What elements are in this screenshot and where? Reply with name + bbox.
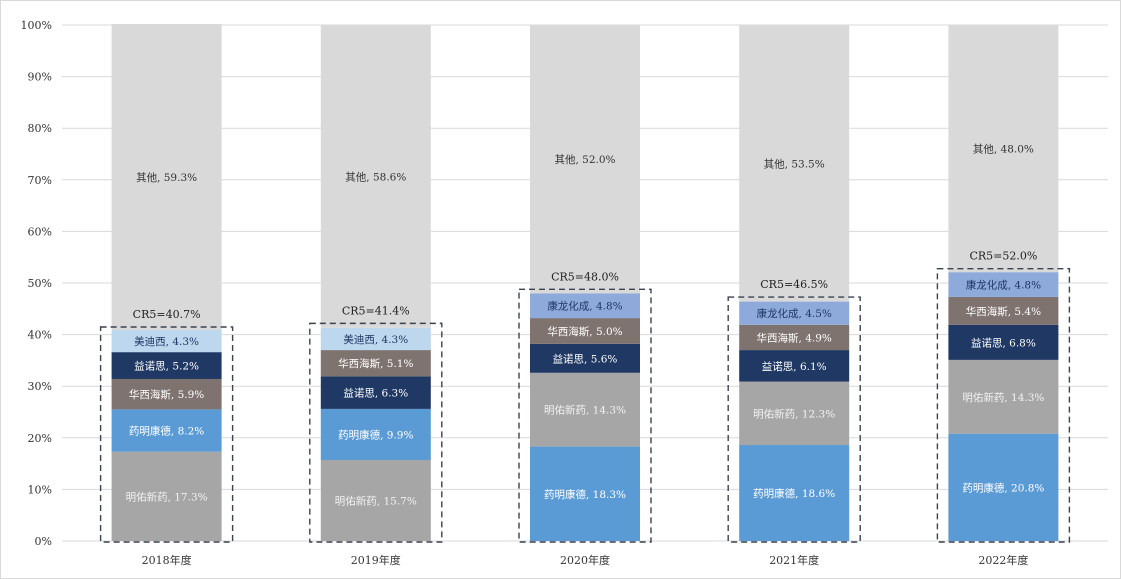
bar-stack: 药明康德, 18.6% 明佑新药, 12.3% 益诺思, 6.1% 华西海斯, 4.9… — [727, 25, 861, 543]
segment-data-label: 华西海斯, 5.0% — [547, 325, 622, 338]
segment-data-label: 药明康德, 20.8% — [962, 481, 1044, 494]
bar-segment — [948, 296, 1059, 325]
cr5-label: CR5=41.4% — [342, 304, 410, 317]
bar-segment — [530, 318, 640, 344]
bar-stack: 药明康德, 20.8% 明佑新药, 14.3% 益诺思, 6.8% 华西海斯, 5.4… — [936, 24, 1071, 543]
bar-segment — [111, 352, 222, 379]
segment-data-label: 益诺思, 5.6% — [553, 352, 618, 365]
cr5-label: CR5=40.7% — [133, 308, 201, 321]
bar-segment — [111, 451, 222, 541]
bar-segment — [111, 378, 222, 410]
segment-data-label: 其他, 52.0% — [554, 153, 615, 166]
segment-data-label: 华西海斯, 5.9% — [129, 388, 204, 401]
cr5-dashed-box — [518, 288, 652, 543]
bar-segment — [948, 359, 1059, 434]
cr5-dashed-box — [309, 322, 443, 543]
segment-data-label: 益诺思, 5.2% — [134, 360, 199, 373]
bar-segment — [530, 25, 640, 294]
bar-segment — [739, 445, 850, 541]
bar-segment — [111, 409, 222, 452]
y-tick-label: 20% — [28, 432, 52, 445]
segment-data-label: 其他, 48.0% — [973, 142, 1034, 155]
cr5-label: CR5=48.0% — [551, 270, 619, 283]
cr5-label: CR5=46.5% — [760, 278, 828, 291]
segment-data-label: 药明康德, 8.2% — [129, 425, 204, 438]
x-category-label: 2022年度 — [978, 553, 1028, 567]
segment-data-label: 华西海斯, 4.9% — [757, 331, 832, 344]
segment-data-label: 药明康德, 18.6% — [753, 487, 835, 500]
y-tick-label: 60% — [28, 225, 52, 238]
bar-segment — [320, 350, 431, 377]
segment-data-label: 其他, 53.5% — [764, 158, 825, 171]
segment-data-label: 华西海斯, 5.4% — [966, 305, 1041, 318]
y-tick-label: 40% — [28, 329, 52, 342]
bar-stack: 明佑新药, 15.7% 药明康德, 9.9% 益诺思, 6.3% 华西海斯, 5.1%… — [309, 25, 443, 543]
y-tick-label: 100% — [21, 19, 52, 32]
bar-segment — [739, 324, 850, 351]
bar-segment — [530, 293, 640, 319]
segment-data-label: 康龙化成, 4.8% — [547, 300, 622, 313]
bar-segment — [111, 329, 222, 353]
bar-stack: 明佑新药, 17.3% 药明康德, 8.2% 华西海斯, 5.9% 益诺思, 5.2%… — [99, 23, 234, 543]
segment-data-label: 明佑新药, 17.3% — [126, 490, 208, 503]
y-axis-ticks: 0% 10% 20% 30% 40% 50% 60% 70% 80% 90% 100% — [21, 19, 52, 548]
y-tick-label: 80% — [28, 122, 52, 135]
bars: 明佑新药, 17.3% 药明康德, 8.2% 华西海斯, 5.9% 益诺思, 5.2%… — [99, 23, 1071, 543]
segment-data-label: 美迪西, 4.3% — [134, 335, 199, 348]
y-tick-label: 70% — [28, 174, 52, 187]
bar-segment — [530, 446, 640, 541]
bar-segment — [530, 372, 640, 447]
segment-data-label: 明佑新药, 14.3% — [544, 404, 626, 417]
segment-data-label: 益诺思, 6.8% — [971, 336, 1036, 349]
segment-data-label: 其他, 59.3% — [136, 171, 197, 184]
bar-segment — [320, 327, 431, 351]
y-tick-label: 30% — [28, 380, 52, 393]
cr5-dashed-box — [936, 267, 1071, 543]
bar-segment — [948, 272, 1059, 297]
bar-segment — [948, 24, 1059, 273]
bar-segment — [948, 433, 1059, 541]
y-tick-label: 10% — [28, 483, 52, 496]
y-tick-label: 90% — [28, 71, 52, 84]
segment-data-label: 益诺思, 6.1% — [762, 360, 827, 373]
x-category-label: 2018年度 — [142, 553, 192, 567]
cr5-label: CR5=52.0% — [969, 250, 1037, 263]
bar-segment — [320, 408, 431, 460]
y-tick-label: 50% — [28, 277, 52, 290]
segment-data-label: 药明康德, 9.9% — [338, 428, 413, 441]
segment-data-label: 华西海斯, 5.1% — [338, 357, 413, 370]
segment-data-label: 康龙化成, 4.8% — [966, 279, 1041, 292]
x-category-label: 2019年度 — [351, 553, 401, 567]
x-category-label: 2020年度 — [560, 553, 610, 567]
y-tick-label: 0% — [35, 535, 52, 548]
x-category-label: 2021年度 — [769, 553, 819, 567]
bar-segment — [530, 343, 640, 373]
segment-data-label: 明佑新药, 12.3% — [753, 407, 835, 420]
segment-data-label: 明佑新药, 15.7% — [335, 494, 417, 507]
cr5-dashed-box — [99, 326, 234, 543]
bar-segment — [320, 25, 431, 328]
cr5-dashed-box — [727, 296, 861, 543]
segment-data-label: 药明康德, 18.3% — [544, 488, 626, 501]
bar-segment — [739, 25, 850, 302]
x-axis-categories: 2018年度 2019年度 2020年度 2021年度 2022年度 — [142, 553, 1029, 567]
bar-segment — [948, 324, 1059, 360]
bar-stack: 药明康德, 18.3% 明佑新药, 14.3% 益诺思, 5.6% 华西海斯, 5.0… — [518, 25, 652, 543]
bar-segment — [111, 23, 222, 330]
segment-data-label: 益诺思, 6.3% — [343, 387, 408, 400]
bar-segment — [739, 350, 850, 382]
bar-segment — [739, 381, 850, 446]
segment-data-label: 康龙化成, 4.5% — [757, 307, 832, 320]
segment-data-label: 其他, 58.6% — [345, 171, 406, 184]
segment-data-label: 美迪西, 4.3% — [343, 333, 408, 346]
bar-segment — [320, 459, 431, 541]
segment-data-label: 明佑新药, 14.3% — [962, 391, 1044, 404]
bar-segment — [320, 376, 431, 409]
bar-segment — [739, 301, 850, 325]
